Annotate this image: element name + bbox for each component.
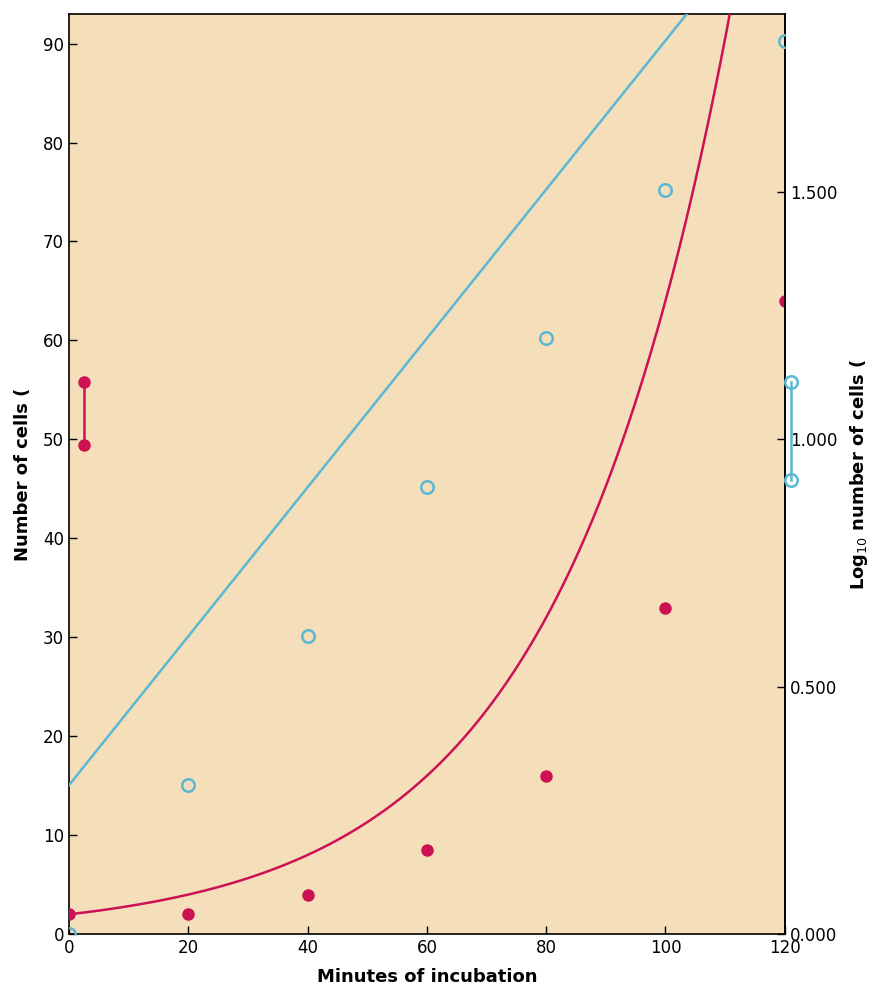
Y-axis label: Log$_{10}$ number of cells (: Log$_{10}$ number of cells ( bbox=[848, 358, 870, 590]
X-axis label: Minutes of incubation: Minutes of incubation bbox=[316, 968, 537, 986]
Y-axis label: Number of cells (: Number of cells ( bbox=[14, 387, 32, 561]
